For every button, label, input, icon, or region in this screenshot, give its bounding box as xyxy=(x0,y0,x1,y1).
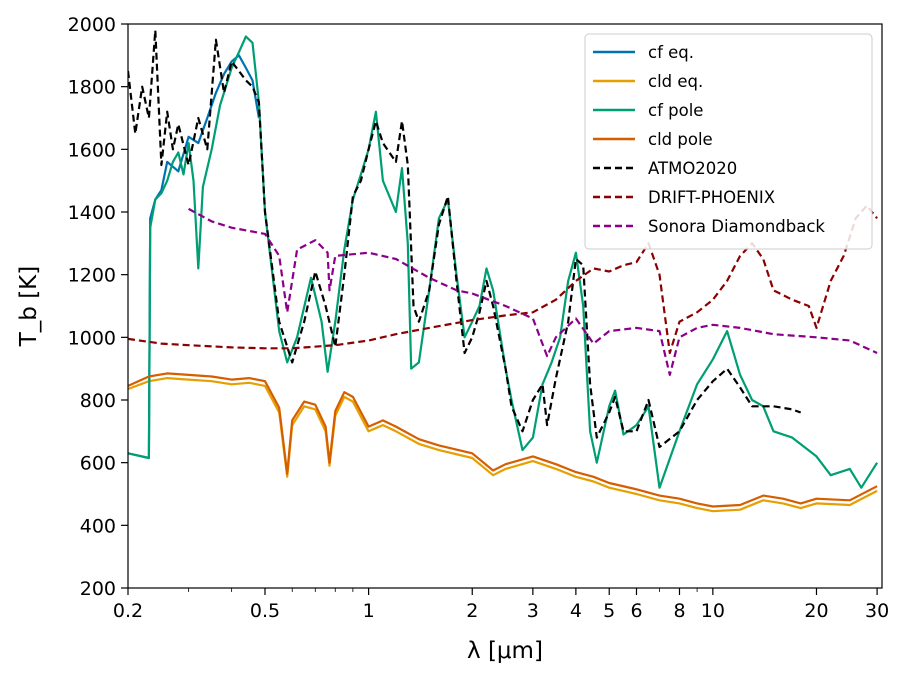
x-tick-label: 0.2 xyxy=(113,600,143,622)
y-axis: 200 400 600 800 1000 1200 1400 1600 1800 2000 xyxy=(68,14,128,600)
legend-label: Sonora Diamondback xyxy=(648,217,825,236)
legend-label: ATMO2020 xyxy=(648,159,737,178)
y-tick-label: 800 xyxy=(80,390,116,412)
y-tick-label: 400 xyxy=(80,515,116,537)
y-tick-label: 1600 xyxy=(68,139,116,161)
series-line-5 xyxy=(128,204,878,355)
series-line-3 xyxy=(128,372,878,508)
legend-label: DRIFT-PHOENIX xyxy=(648,188,775,207)
legend: cf eq. cld eq. cf pole cld pole ATMO2020 DRIF… xyxy=(584,33,873,250)
legend-label: cld eq. xyxy=(648,72,703,91)
y-axis-title: T_b [K] xyxy=(16,266,42,348)
series-line-6 xyxy=(188,207,878,376)
legend-label: cf eq. xyxy=(648,43,694,62)
y-tick-label: 1400 xyxy=(68,202,116,224)
series-line-4 xyxy=(128,29,802,449)
x-tick-label: 10 xyxy=(701,600,725,622)
plot-frame xyxy=(127,23,883,589)
series-line-1 xyxy=(128,377,878,513)
x-tick-label: 2 xyxy=(466,600,478,622)
x-tick-label: 6 xyxy=(630,600,642,622)
y-tick-label: 1800 xyxy=(68,77,116,99)
x-tick-label: 1 xyxy=(363,600,375,622)
x-axis: 0.2 0.5 1 2 3 4 5 6 8 10 20 30 xyxy=(113,588,889,622)
legend-label: cf pole xyxy=(648,101,703,120)
y-tick-label: 1000 xyxy=(68,327,116,349)
x-tick-label: 0.5 xyxy=(250,600,280,622)
y-tick-label: 200 xyxy=(80,578,116,600)
x-tick-label: 4 xyxy=(570,600,582,622)
y-tick-label: 600 xyxy=(80,453,116,475)
x-axis-title: λ [μm] xyxy=(467,638,543,664)
x-tick-label: 30 xyxy=(865,600,889,622)
series-layer xyxy=(128,29,879,513)
x-tick-label: 20 xyxy=(804,600,828,622)
x-tick-label: 3 xyxy=(527,600,539,622)
x-tick-label: 8 xyxy=(673,600,685,622)
series-line-0 xyxy=(128,54,260,460)
legend-box xyxy=(584,33,873,250)
legend-label: cld pole xyxy=(648,130,713,149)
x-tick-label: 5 xyxy=(603,600,615,622)
y-tick-label: 2000 xyxy=(68,14,116,36)
y-tick-label: 1200 xyxy=(68,265,116,287)
